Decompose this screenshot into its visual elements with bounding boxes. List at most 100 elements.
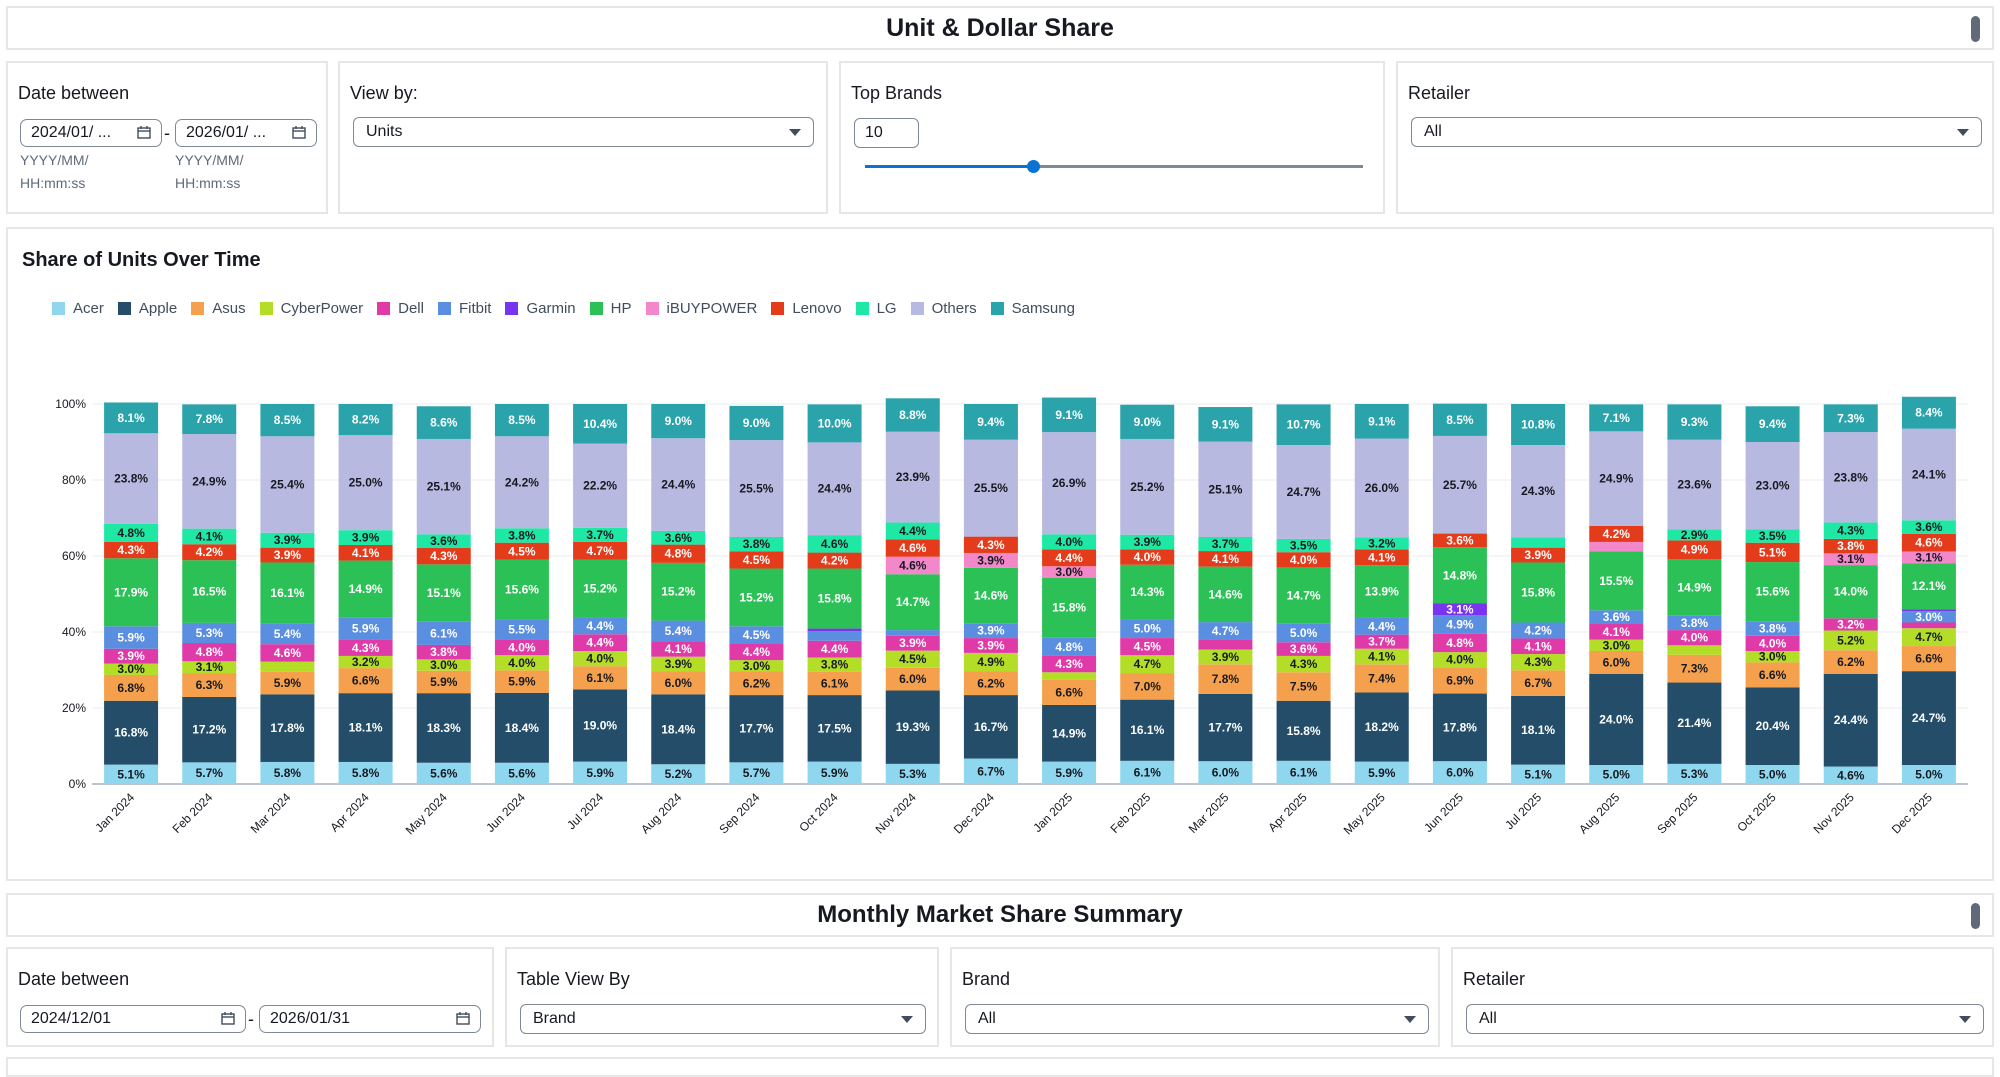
data-label: 21.4%: [1677, 716, 1711, 730]
legend-item-apple[interactable]: Apple: [117, 300, 177, 317]
end-date-input[interactable]: 2026/01/ ...: [175, 119, 317, 147]
scrollbar-thumb[interactable]: [1971, 16, 1980, 42]
data-label: 18.4%: [505, 721, 539, 735]
data-label: 17.7%: [739, 722, 773, 736]
bar-segment-lenovo: [1589, 525, 1644, 542]
bar-segment-asus: [1198, 664, 1253, 694]
legend-item-dell[interactable]: Dell: [377, 300, 424, 317]
calendar-icon[interactable]: [221, 1011, 235, 1025]
bar-segment-others: [1589, 431, 1644, 526]
top-brands-slider-thumb[interactable]: [1027, 160, 1040, 173]
data-label: 5.5%: [508, 623, 536, 637]
legend-item-ibuypower[interactable]: iBUYPOWER: [645, 300, 757, 317]
bar-segment-fitbit: [963, 623, 1018, 639]
data-label: 24.4%: [1834, 713, 1868, 727]
data-label: 8.2%: [352, 413, 380, 427]
bar-segment-cyberpower: [1823, 630, 1878, 651]
legend-item-garmin[interactable]: Garmin: [505, 300, 576, 317]
summary-retailer-select[interactable]: All: [1466, 1004, 1984, 1034]
legend-label: Lenovo: [792, 300, 842, 317]
bar-segment-hp: [1276, 567, 1331, 624]
data-label: 15.8%: [1287, 724, 1321, 738]
legend-item-others[interactable]: Others: [910, 300, 977, 317]
data-label: 15.5%: [1599, 574, 1633, 588]
retailer-select[interactable]: All: [1411, 117, 1982, 147]
legend-swatch: [910, 302, 924, 315]
data-label: 4.1%: [1368, 550, 1396, 564]
data-label: 6.9%: [1446, 673, 1474, 687]
data-label: 7.1%: [1603, 411, 1631, 425]
bar-segment-others: [885, 431, 940, 523]
bar-segment-cyberpower: [1432, 652, 1487, 668]
bar-segment-lenovo: [1901, 533, 1956, 552]
legend-item-fitbit[interactable]: Fitbit: [437, 300, 491, 317]
start-date-input[interactable]: 2024/01/ ...: [20, 119, 162, 147]
data-label: 26.9%: [1052, 476, 1086, 490]
bar-segment-lenovo: [1511, 547, 1566, 563]
legend-item-acer[interactable]: Acer: [52, 300, 104, 317]
data-label: 4.5%: [1134, 640, 1162, 654]
x-tick-label: Oct 2025: [1734, 790, 1779, 835]
chart-legend: Acer Apple Asus CyberPower Dell Fitbit Garmin H…: [52, 300, 1089, 317]
bar-segment-fitbit: [416, 621, 471, 645]
legend-item-asus[interactable]: Asus: [191, 300, 246, 317]
legend-item-lenovo[interactable]: Lenovo: [771, 300, 842, 317]
scrollbar-thumb[interactable]: [1971, 903, 1980, 929]
legend-label: Others: [931, 300, 977, 317]
bar-segment-apple: [1120, 699, 1175, 761]
data-label: 4.8%: [1446, 636, 1474, 650]
calendar-icon[interactable]: [456, 1011, 470, 1025]
chevron-down-icon: [901, 1016, 913, 1023]
data-label: 6.7%: [977, 764, 1005, 778]
brand-select[interactable]: All: [965, 1004, 1429, 1034]
data-label: 4.0%: [508, 641, 536, 655]
data-label: 6.1%: [1134, 765, 1162, 779]
bar-segment-acer: [1589, 765, 1644, 784]
bar-segment-fitbit: [1198, 622, 1253, 640]
bar-segment-others: [260, 436, 315, 533]
bar-segment-acer: [1120, 760, 1175, 784]
summary-title: Monthly Market Share Summary: [817, 901, 1183, 928]
legend-item-samsung[interactable]: Samsung: [990, 300, 1075, 317]
data-label: 5.2%: [665, 767, 693, 781]
data-label: 14.9%: [1052, 726, 1086, 740]
calendar-icon[interactable]: [137, 125, 151, 139]
data-label: 23.8%: [114, 471, 148, 485]
legend-item-hp[interactable]: HP: [589, 300, 632, 317]
bar-segment-samsung: [729, 405, 784, 441]
view-by-select[interactable]: Units: [353, 117, 814, 147]
calendar-icon[interactable]: [292, 125, 306, 139]
data-label: 6.1%: [586, 671, 614, 685]
data-label: 8.6%: [430, 416, 458, 430]
legend-item-cyberpower[interactable]: CyberPower: [259, 300, 363, 317]
data-label: 12.1%: [1912, 579, 1946, 593]
bar-segment-others: [338, 435, 393, 531]
data-label: 25.2%: [1130, 480, 1164, 494]
legend-item-lg[interactable]: LG: [855, 300, 897, 317]
data-label: 6.0%: [1212, 766, 1240, 780]
summary-start-date-input[interactable]: 2024/12/01: [20, 1005, 246, 1033]
data-label: 4.8%: [1055, 640, 1083, 654]
top-brands-slider-track[interactable]: [865, 165, 1363, 168]
table-view-by-select[interactable]: Brand: [520, 1004, 926, 1034]
bar-segment-asus: [416, 670, 471, 694]
bar-segment-asus: [1354, 664, 1409, 693]
data-label: 9.0%: [665, 414, 693, 428]
y-tick-label: 0%: [69, 777, 87, 791]
top-brands-input[interactable]: 10: [854, 118, 919, 148]
data-label: 4.0%: [1290, 553, 1318, 567]
data-label: 3.8%: [1759, 622, 1787, 636]
bar-segment-others: [1042, 432, 1097, 535]
bar-segment-lenovo: [1354, 549, 1409, 566]
bar-segment-fitbit: [885, 630, 940, 636]
x-tick-label: Feb 2024: [170, 790, 216, 836]
bar-segment-fitbit: [1432, 615, 1487, 634]
data-label: 23.8%: [1834, 470, 1868, 484]
data-label: 16.7%: [974, 720, 1008, 734]
summary-end-date-input[interactable]: 2026/01/31: [259, 1005, 481, 1033]
bar-segment-acer: [1823, 766, 1878, 784]
data-label: 24.7%: [1287, 485, 1321, 499]
data-label: 4.7%: [1212, 624, 1240, 638]
bar-segment-apple: [182, 696, 237, 763]
data-label: 3.2%: [1368, 536, 1396, 550]
